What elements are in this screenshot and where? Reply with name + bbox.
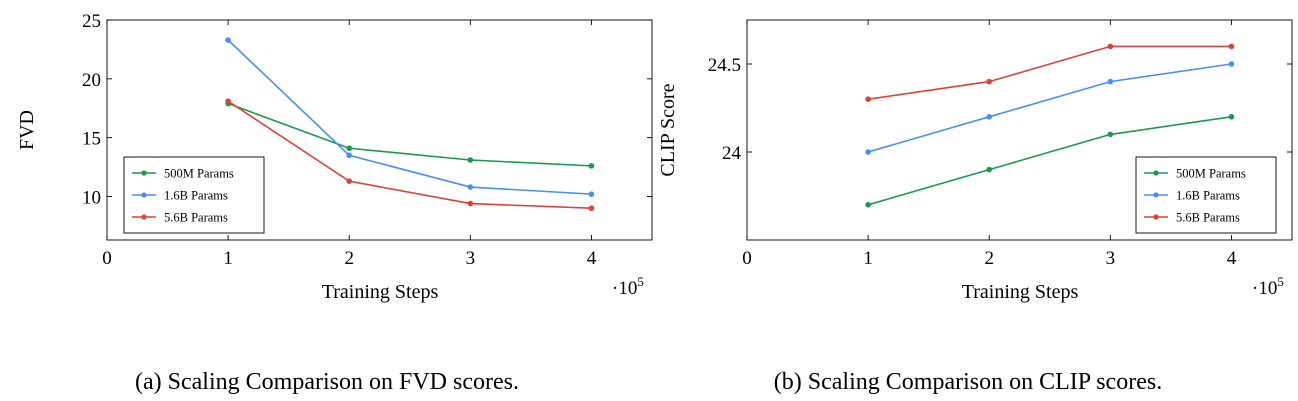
x-axis-multiplier: ·105 bbox=[1252, 274, 1284, 299]
series-500m-params bbox=[865, 114, 1235, 208]
data-point bbox=[346, 178, 353, 184]
x-tick-label: 0 bbox=[742, 248, 752, 269]
data-point bbox=[588, 163, 595, 169]
legend-entry: 500M Params bbox=[164, 167, 234, 181]
data-point bbox=[346, 152, 353, 159]
x-axis-label: Training Steps bbox=[322, 281, 439, 303]
series-line bbox=[227, 102, 592, 167]
data-point bbox=[865, 96, 871, 102]
x-tick-label: 3 bbox=[1106, 248, 1116, 269]
data-point bbox=[467, 184, 474, 190]
data-point bbox=[865, 202, 871, 208]
y-axis-label: CLIP Score bbox=[657, 83, 679, 176]
series-5-6b-params bbox=[865, 43, 1235, 102]
x-tick-label: 2 bbox=[344, 248, 354, 269]
legend-entry: 1.6B Params bbox=[1176, 189, 1240, 203]
data-point bbox=[865, 149, 871, 155]
legend-entry: 1.6B Params bbox=[164, 189, 228, 203]
data-point bbox=[1228, 61, 1235, 67]
data-point bbox=[1107, 78, 1114, 85]
legend-swatch-marker bbox=[141, 170, 147, 176]
y-tick-label: 10 bbox=[82, 187, 101, 208]
data-point bbox=[225, 98, 231, 104]
data-point bbox=[1228, 114, 1235, 120]
y-tick-label: 20 bbox=[82, 70, 101, 91]
x-axis-multiplier-exponent: 5 bbox=[1277, 274, 1284, 289]
data-point bbox=[467, 157, 474, 163]
chart-fvd: 0 1 2 3 4 10 15 20 25 Training Steps FVD ·105 500M P… bbox=[16, 11, 653, 395]
y-tick-label: 24 bbox=[722, 143, 742, 164]
legend: 500M Params 1.6B Params 5.6B Params bbox=[1135, 156, 1277, 234]
series-500m-params bbox=[225, 100, 595, 169]
figure-caption: (a) Scaling Comparison on FVD scores. bbox=[135, 369, 519, 395]
x-tick-label: 0 bbox=[102, 248, 112, 269]
data-point bbox=[225, 37, 231, 43]
series-1-6b-params bbox=[225, 37, 595, 197]
legend-swatch-marker bbox=[141, 214, 147, 220]
legend-entry: 5.6B Params bbox=[1176, 211, 1240, 225]
x-axis-label: Training Steps bbox=[962, 281, 1079, 303]
y-tick-label: 24.5 bbox=[708, 55, 741, 76]
data-point bbox=[346, 145, 353, 152]
series-5-6b-params bbox=[225, 98, 595, 212]
y-tick-label: 25 bbox=[82, 11, 101, 32]
x-tick-label: 4 bbox=[587, 248, 597, 269]
legend-entry: 5.6B Params bbox=[164, 211, 228, 225]
x-axis-multiplier: ·105 bbox=[612, 274, 644, 299]
plot-frame bbox=[106, 19, 653, 241]
x-tick-label: 1 bbox=[863, 248, 873, 269]
x-tick-label: 1 bbox=[223, 248, 233, 269]
x-tick-label: 2 bbox=[984, 248, 994, 269]
data-point bbox=[986, 166, 993, 173]
figure-caption: (b) Scaling Comparison on CLIP scores. bbox=[774, 369, 1162, 395]
x-tick-label: 4 bbox=[1227, 248, 1237, 269]
data-point bbox=[1107, 43, 1114, 50]
data-point bbox=[588, 205, 595, 212]
plot-frame bbox=[746, 19, 1293, 241]
series-line bbox=[227, 100, 592, 210]
data-point bbox=[1228, 43, 1235, 50]
legend-swatch-marker bbox=[1153, 192, 1159, 198]
legend-swatch-marker bbox=[1153, 214, 1159, 220]
data-point bbox=[467, 200, 474, 207]
legend: 500M Params 1.6B Params 5.6B Params bbox=[123, 156, 265, 234]
series-line bbox=[867, 45, 1232, 100]
series-1-6b-params bbox=[865, 61, 1235, 155]
data-point bbox=[986, 114, 993, 120]
data-point bbox=[986, 78, 993, 85]
data-point bbox=[588, 191, 595, 197]
x-axis-multiplier-exponent: 5 bbox=[637, 274, 644, 289]
legend-swatch-marker bbox=[1153, 170, 1159, 176]
series-line bbox=[227, 39, 592, 195]
y-tick-label: 15 bbox=[82, 129, 101, 150]
legend-swatch-marker bbox=[141, 192, 147, 198]
legend-entry: 500M Params bbox=[1176, 167, 1246, 181]
x-tick-label: 3 bbox=[466, 248, 476, 269]
data-point bbox=[1107, 131, 1114, 138]
series-line bbox=[867, 116, 1232, 206]
y-axis-label: FVD bbox=[16, 110, 38, 150]
series-line bbox=[867, 63, 1232, 153]
